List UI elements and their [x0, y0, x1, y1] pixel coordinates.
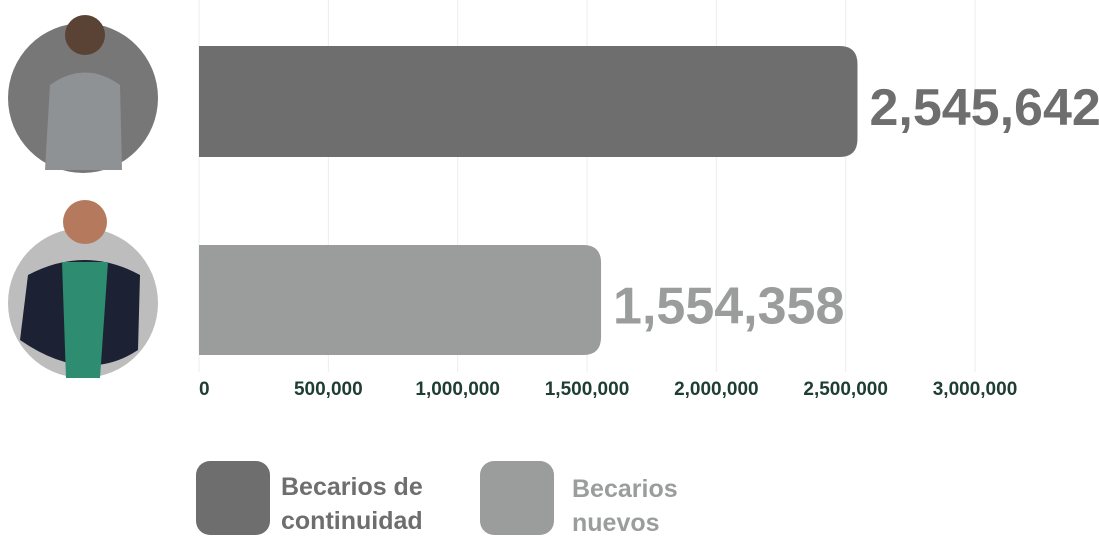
page: {"chart_data": {"type": "hbar", "series"… — [0, 0, 1099, 536]
x-tick-label: 2,500,000 — [803, 379, 888, 400]
x-tick-label: 1,500,000 — [545, 379, 630, 400]
x-tick-label: 0 — [199, 379, 210, 400]
legend-swatch — [196, 461, 270, 535]
legend-label: Becarios de continuidad — [281, 470, 451, 538]
bar — [199, 245, 601, 355]
x-tick-label: 3,000,000 — [933, 379, 1018, 400]
x-tick-label: 500,000 — [294, 379, 363, 400]
avatar-head — [63, 200, 107, 244]
legend-label: Becarios nuevos — [572, 472, 702, 540]
value-label: 2,545,642 — [869, 79, 1099, 137]
avatar — [8, 200, 158, 378]
avatar-shirt — [62, 262, 108, 378]
avatar-body — [45, 73, 122, 171]
value-label: 1,554,358 — [613, 278, 844, 336]
bar — [199, 46, 857, 157]
x-tick-label: 1,000,000 — [415, 379, 500, 400]
avatar — [8, 15, 158, 173]
chart: 0 500,000 1,000,000 1,500,000 2,000,000 2,500… — [0, 0, 1099, 536]
legend-swatch — [480, 461, 554, 535]
avatar-head — [65, 15, 105, 55]
x-tick-label: 2,000,000 — [674, 379, 759, 400]
